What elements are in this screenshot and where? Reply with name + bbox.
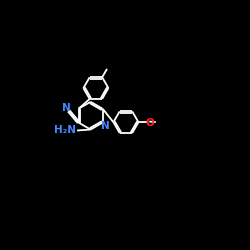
Text: N: N: [100, 121, 109, 131]
Text: N: N: [62, 103, 71, 113]
Text: H₂N: H₂N: [54, 125, 76, 135]
Text: O: O: [145, 118, 154, 128]
